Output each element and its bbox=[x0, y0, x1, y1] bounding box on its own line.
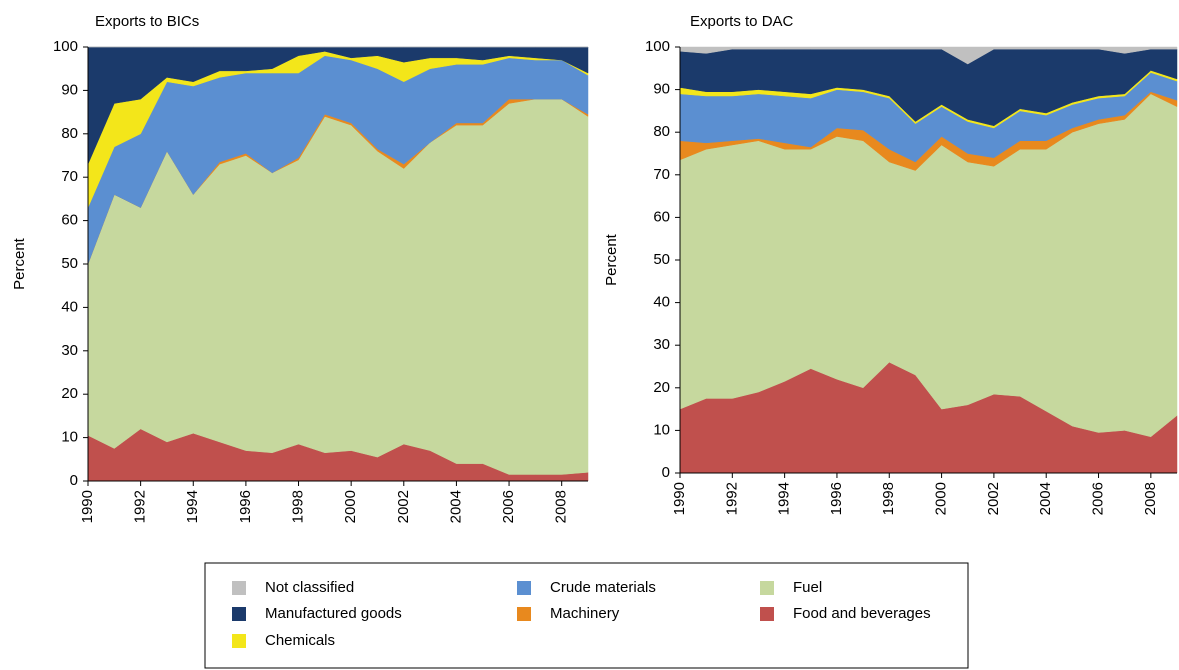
x-tick-label: 1998 bbox=[880, 482, 897, 515]
legend-label: Food and beverages bbox=[793, 605, 931, 622]
legend-label: Fuel bbox=[793, 579, 822, 596]
chart-title: Exports to BICs bbox=[95, 13, 199, 30]
x-tick-label: 1990 bbox=[79, 490, 96, 523]
y-tick-label: 70 bbox=[61, 168, 78, 185]
legend-label: Not classified bbox=[265, 579, 354, 596]
x-tick-label: 2004 bbox=[1037, 482, 1054, 515]
x-tick-label: 1998 bbox=[289, 490, 306, 523]
x-tick-label: 2004 bbox=[447, 490, 464, 523]
x-tick-label: 1994 bbox=[184, 490, 201, 523]
y-tick-label: 40 bbox=[653, 294, 670, 311]
y-tick-label: 80 bbox=[653, 123, 670, 140]
y-tick-label: 100 bbox=[645, 38, 670, 55]
x-tick-label: 2006 bbox=[500, 490, 517, 523]
y-axis-label: Percent bbox=[11, 237, 28, 290]
legend-swatch bbox=[760, 607, 774, 621]
y-tick-label: 50 bbox=[61, 255, 78, 272]
legend-swatch bbox=[517, 581, 531, 595]
y-tick-label: 80 bbox=[61, 125, 78, 142]
y-tick-label: 0 bbox=[70, 472, 78, 489]
legend-swatch bbox=[232, 607, 246, 621]
legend-label: Machinery bbox=[550, 605, 620, 622]
legend-label: Manufactured goods bbox=[265, 605, 402, 622]
legend-swatch bbox=[232, 581, 246, 595]
y-tick-label: 0 bbox=[662, 464, 670, 481]
x-tick-label: 2002 bbox=[395, 490, 412, 523]
x-tick-label: 1996 bbox=[828, 482, 845, 515]
y-tick-label: 90 bbox=[653, 81, 670, 98]
legend-swatch bbox=[232, 634, 246, 648]
y-tick-label: 70 bbox=[653, 166, 670, 183]
legend-swatch bbox=[517, 607, 531, 621]
x-tick-label: 2002 bbox=[985, 482, 1002, 515]
y-tick-label: 30 bbox=[61, 342, 78, 359]
legend-label: Crude materials bbox=[550, 579, 656, 596]
x-tick-label: 2008 bbox=[553, 490, 570, 523]
y-tick-label: 10 bbox=[61, 429, 78, 446]
y-tick-label: 60 bbox=[61, 212, 78, 229]
legend-swatch bbox=[760, 581, 774, 595]
x-tick-label: 2008 bbox=[1142, 482, 1159, 515]
area bbox=[679, 46, 1178, 65]
legend-label: Chemicals bbox=[265, 632, 335, 649]
x-tick-label: 2000 bbox=[933, 482, 950, 515]
y-tick-label: 60 bbox=[653, 208, 670, 225]
x-tick-label: 2006 bbox=[1089, 482, 1106, 515]
y-tick-label: 10 bbox=[653, 421, 670, 438]
x-tick-label: 1992 bbox=[723, 482, 740, 515]
y-tick-label: 90 bbox=[61, 81, 78, 98]
y-tick-label: 100 bbox=[53, 38, 78, 55]
legend-box bbox=[204, 562, 969, 669]
chart-title: Exports to DAC bbox=[690, 13, 794, 30]
x-tick-label: 1992 bbox=[132, 490, 149, 523]
y-tick-label: 50 bbox=[653, 251, 670, 268]
x-tick-label: 1994 bbox=[776, 482, 793, 515]
x-tick-label: 1990 bbox=[671, 482, 688, 515]
x-tick-label: 1996 bbox=[237, 490, 254, 523]
x-tick-label: 2000 bbox=[342, 490, 359, 523]
y-tick-label: 20 bbox=[61, 385, 78, 402]
y-axis-label: Percent bbox=[603, 233, 620, 286]
y-tick-label: 40 bbox=[61, 298, 78, 315]
y-tick-label: 20 bbox=[653, 379, 670, 396]
y-tick-label: 30 bbox=[653, 336, 670, 353]
